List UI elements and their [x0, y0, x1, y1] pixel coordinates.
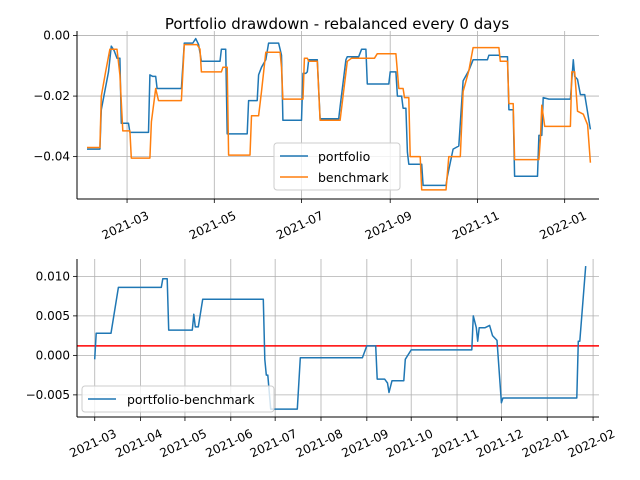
- difference-y-tick-label: 0.000: [36, 348, 70, 362]
- portfolio-benchmark-series-line: [93, 266, 587, 410]
- difference-axes: [76, 259, 599, 418]
- legend-difference-label: portfolio-benchmark: [127, 392, 255, 407]
- drawdown-legend: portfolio benchmark: [273, 142, 401, 191]
- drawdown-y-tick-label: 0.00: [43, 29, 70, 43]
- benchmark-series-line: [87, 43, 592, 191]
- drawdown-title: Portfolio drawdown - rebalanced every 0 …: [165, 15, 510, 33]
- legend-benchmark-label: benchmark: [318, 170, 389, 185]
- drawdown-axes: [76, 31, 599, 200]
- drawdown-series: [87, 37, 592, 191]
- difference-y-tick-label: 0.010: [36, 269, 70, 283]
- drawdown-y-tick-label: −0.02: [33, 89, 70, 103]
- drawdown-legend-box: [273, 142, 401, 191]
- legend-portfolio-label: portfolio: [318, 149, 370, 164]
- drawdown-y-tick-label: −0.04: [33, 150, 70, 164]
- difference-legend: portfolio-benchmark: [81, 385, 275, 413]
- difference-series: [93, 266, 587, 410]
- difference-y-tick-label: −0.005: [26, 388, 70, 402]
- difference-legend-box: [81, 385, 275, 413]
- difference-y-tick-label: 0.005: [36, 309, 70, 323]
